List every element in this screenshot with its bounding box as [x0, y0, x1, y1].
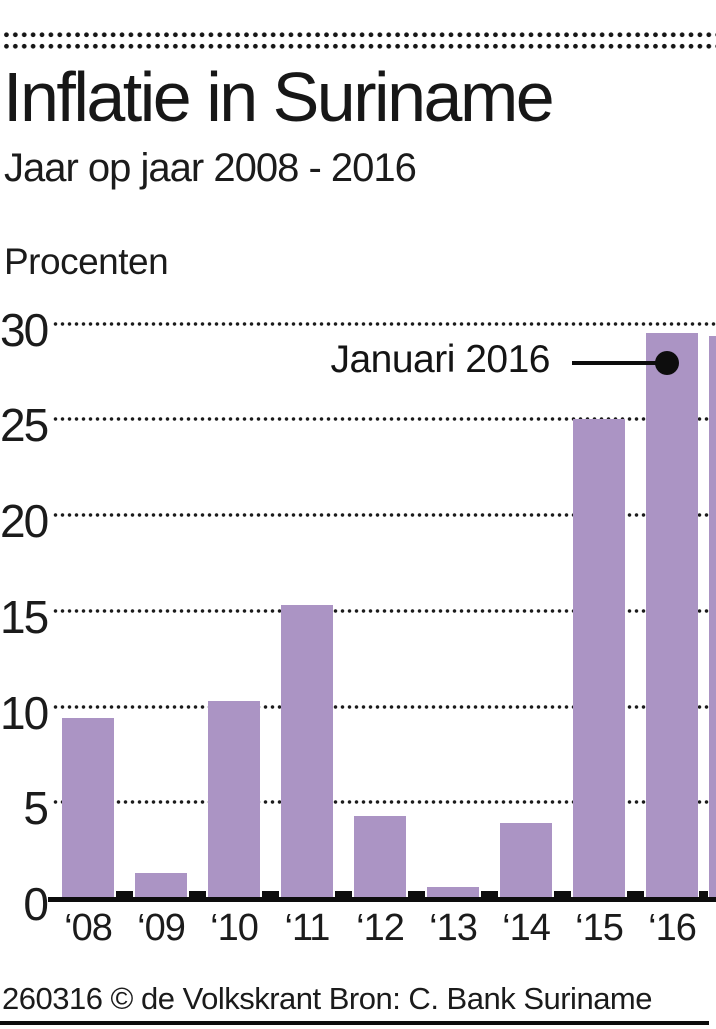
- bar-2012: [354, 815, 406, 898]
- y-tick-label-15: 15: [0, 590, 49, 643]
- gridline-30: [52, 320, 716, 327]
- y-tick-label-5: 5: [23, 782, 49, 835]
- x-tick-label-2010: ‘10: [210, 907, 259, 949]
- y-axis-title: Procenten: [4, 241, 169, 282]
- annotation-label: Januari 2016: [330, 338, 550, 381]
- gridline-15: [52, 607, 716, 614]
- annotation-marker-dot: [655, 351, 679, 375]
- y-tick-label-20: 20: [0, 495, 49, 547]
- baseline-dash: [481, 891, 498, 902]
- baseline-dash: [116, 891, 133, 902]
- baseline-dash: [408, 891, 425, 902]
- x-axis-baseline: [48, 897, 716, 902]
- x-tick-label-2009: ‘09: [137, 907, 186, 949]
- baseline-dash: [699, 891, 708, 902]
- x-tick-label-2016: ‘16: [648, 907, 697, 949]
- baseline-dash: [554, 891, 571, 902]
- y-tick-label-30: 30: [0, 303, 49, 356]
- y-tick-label-10: 10: [0, 686, 49, 739]
- x-tick-label-2012: ‘12: [356, 907, 405, 949]
- gridline-10: [52, 703, 716, 710]
- y-tick-label-25: 25: [0, 399, 49, 452]
- top-dotted-divider: [0, 29, 716, 52]
- source-credit: 260316 © de Volkskrant Bron: C. Bank Sur…: [2, 981, 653, 1016]
- bar-2015: [573, 419, 625, 898]
- x-tick-label-2011: ‘11: [284, 907, 331, 949]
- x-tick-label-2008: ‘08: [64, 907, 113, 949]
- gridline-20: [52, 512, 716, 518]
- gridline-25: [52, 416, 716, 423]
- baseline-dash: [262, 891, 279, 902]
- chart-title: Inflatie in Suriname: [3, 58, 555, 136]
- x-tick-label-2015: ‘15: [575, 907, 624, 949]
- chart-subtitle: Jaar op jaar 2008 - 2016: [4, 146, 417, 190]
- baseline-dash: [627, 891, 644, 902]
- bar-2008: [62, 717, 114, 898]
- bar-2016: [646, 333, 698, 898]
- partial-bar-right-edge: [709, 336, 716, 898]
- baseline-dash: [189, 891, 206, 902]
- bar-2009: [135, 873, 187, 898]
- gridline-5: [52, 799, 716, 806]
- bar-2014: [500, 823, 552, 898]
- bar-2010: [208, 700, 260, 898]
- baseline-dash: [335, 891, 352, 902]
- annotation-leader-line: [572, 361, 660, 365]
- y-tick-label-0: 0: [23, 878, 49, 930]
- bottom-divider: [0, 1021, 709, 1025]
- x-tick-label-2013: ‘13: [429, 907, 478, 949]
- bar-2013: [427, 886, 479, 898]
- bar-2011: [281, 605, 333, 898]
- x-tick-label-2014: ‘14: [502, 907, 551, 949]
